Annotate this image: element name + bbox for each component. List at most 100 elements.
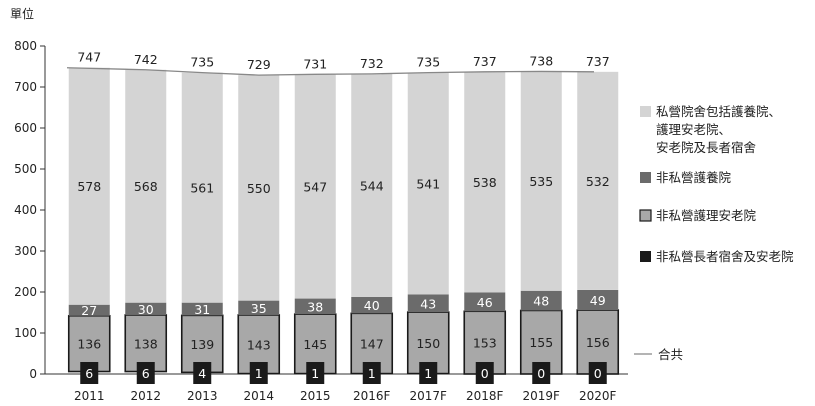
bar-segment-nursing-home [577,289,619,311]
bar-segment-private [181,72,223,303]
legend-swatch [640,251,651,262]
data-label-nursing-care: 143 [247,337,271,352]
bar-segment-hostel [306,362,325,384]
y-tick-label: 600 [14,121,37,135]
x-tick-label: 2016F [353,389,391,403]
data-label-hostel: 1 [255,366,263,381]
x-tick-label: 2019F [523,389,561,403]
y-tick-label: 800 [14,39,37,53]
data-label-nursing-home: 49 [590,293,606,308]
data-label-nursing-home: 35 [251,301,267,316]
data-label-nursing-care: 136 [77,337,101,352]
total-line [66,67,595,76]
x-tick-label: 2011 [74,389,105,403]
data-label-private: 568 [134,179,158,194]
bar-segment-private [351,73,393,297]
data-label-private: 578 [77,179,101,194]
bar-segment-nursing-home [68,304,110,316]
legend-swatch [640,106,651,117]
bar-segment-private [577,71,619,290]
data-label-hostel: 1 [368,366,376,381]
bar-segment-nursing-home [238,300,280,315]
bar-segment-hostel [136,362,155,384]
x-tick-label: 2017F [410,389,448,403]
total-line-group: 747 742 735 729 731 732 735 737 738 737 [66,50,610,76]
data-label-hostel: 0 [594,366,602,381]
bar-segment-hostel [80,362,99,384]
data-label-hostel: 1 [424,366,432,381]
data-label-private: 541 [416,177,440,192]
bar-segment-nursing-home [351,296,393,314]
data-label-nursing-home: 48 [533,294,549,309]
data-label-private: 532 [586,174,610,189]
data-label-nursing-home: 40 [364,298,380,313]
total-label: 729 [247,57,271,72]
x-tick-label: 2013 [187,389,218,403]
data-label-nursing-care: 150 [416,336,440,351]
legend-label: 私營院舍包括護養院、護理安老院、安老院及長者宿舍 [656,104,781,155]
legend-label-line: 安老院及長者宿舍 [656,140,757,155]
total-label: 738 [529,53,553,68]
bar-segment-hostel [588,362,607,384]
data-label-hostel: 4 [198,366,206,381]
legend-label-line: 護理安老院、 [656,122,731,137]
legend-label-line: 非私營護養院 [656,170,732,185]
x-tick-label: 2020F [579,389,617,403]
bar-segment-hostel [419,362,438,384]
legend-label-line: 私營院舍包括護養院、 [656,104,781,119]
data-label-nursing-home: 38 [307,299,323,314]
y-tick-label: 200 [14,285,37,299]
data-label-nursing-home: 30 [138,302,154,317]
bar-segment-hostel [532,362,551,384]
bar-segment-hostel [249,362,268,384]
data-label-nursing-care: 156 [586,335,610,350]
bar-segment-private [238,75,280,301]
total-label: 735 [190,55,214,70]
data-label-hostel: 6 [85,366,93,381]
bar-segment-nursing-home [407,294,449,313]
data-label-nursing-care: 155 [529,335,553,350]
bars: 1362757861383056861393156141433555011453… [67,67,620,384]
legend-label: 非私營護理安老院 [656,208,757,223]
total-label: 742 [134,52,158,67]
bar-segment-private [294,74,336,299]
data-label-nursing-home: 31 [194,302,210,317]
bar-segment-nursing-home [125,302,167,315]
y-tick-label: 500 [14,162,37,176]
data-label-private: 550 [247,181,271,196]
data-label-nursing-care: 139 [190,337,214,352]
data-label-private: 538 [473,175,497,190]
data-label-nursing-home: 43 [420,296,436,311]
legend-label: 非私營護養院 [656,170,732,185]
data-label-private: 547 [303,179,327,194]
y-axis: 0 100 200 300 400 500 600 700 800 [14,39,46,381]
bar-segment-private [68,67,110,305]
x-tick-label: 2012 [130,389,161,403]
x-tick-label: 2018F [466,389,504,403]
total-label: 737 [586,54,610,69]
data-label-hostel: 0 [537,366,545,381]
bar-segment-private [125,69,167,303]
x-tick-label: 2014 [243,389,274,403]
y-tick-label: 400 [14,203,37,217]
data-label-nursing-care: 153 [473,336,497,351]
legend-label-line: 非私營長者宿舍及安老院 [656,249,794,264]
total-label: 732 [360,56,384,71]
data-label-nursing-home: 46 [477,295,493,310]
data-label-private: 544 [360,178,384,193]
data-label-nursing-home: 27 [81,303,97,318]
data-label-hostel: 6 [142,366,150,381]
data-label-hostel: 1 [311,366,319,381]
data-label-hostel: 0 [481,366,489,381]
bar-segment-private [464,71,506,293]
y-tick-label: 100 [14,326,37,340]
bar-segment-nursing-home [520,290,562,311]
y-tick-label: 300 [14,244,37,258]
total-label: 747 [77,50,101,65]
total-label: 737 [473,54,497,69]
bar-segment-hostel [475,362,494,384]
x-tick-label: 2015 [300,389,331,403]
data-label-nursing-care: 147 [360,336,384,351]
legend-label: 非私營長者宿舍及安老院 [656,249,794,264]
